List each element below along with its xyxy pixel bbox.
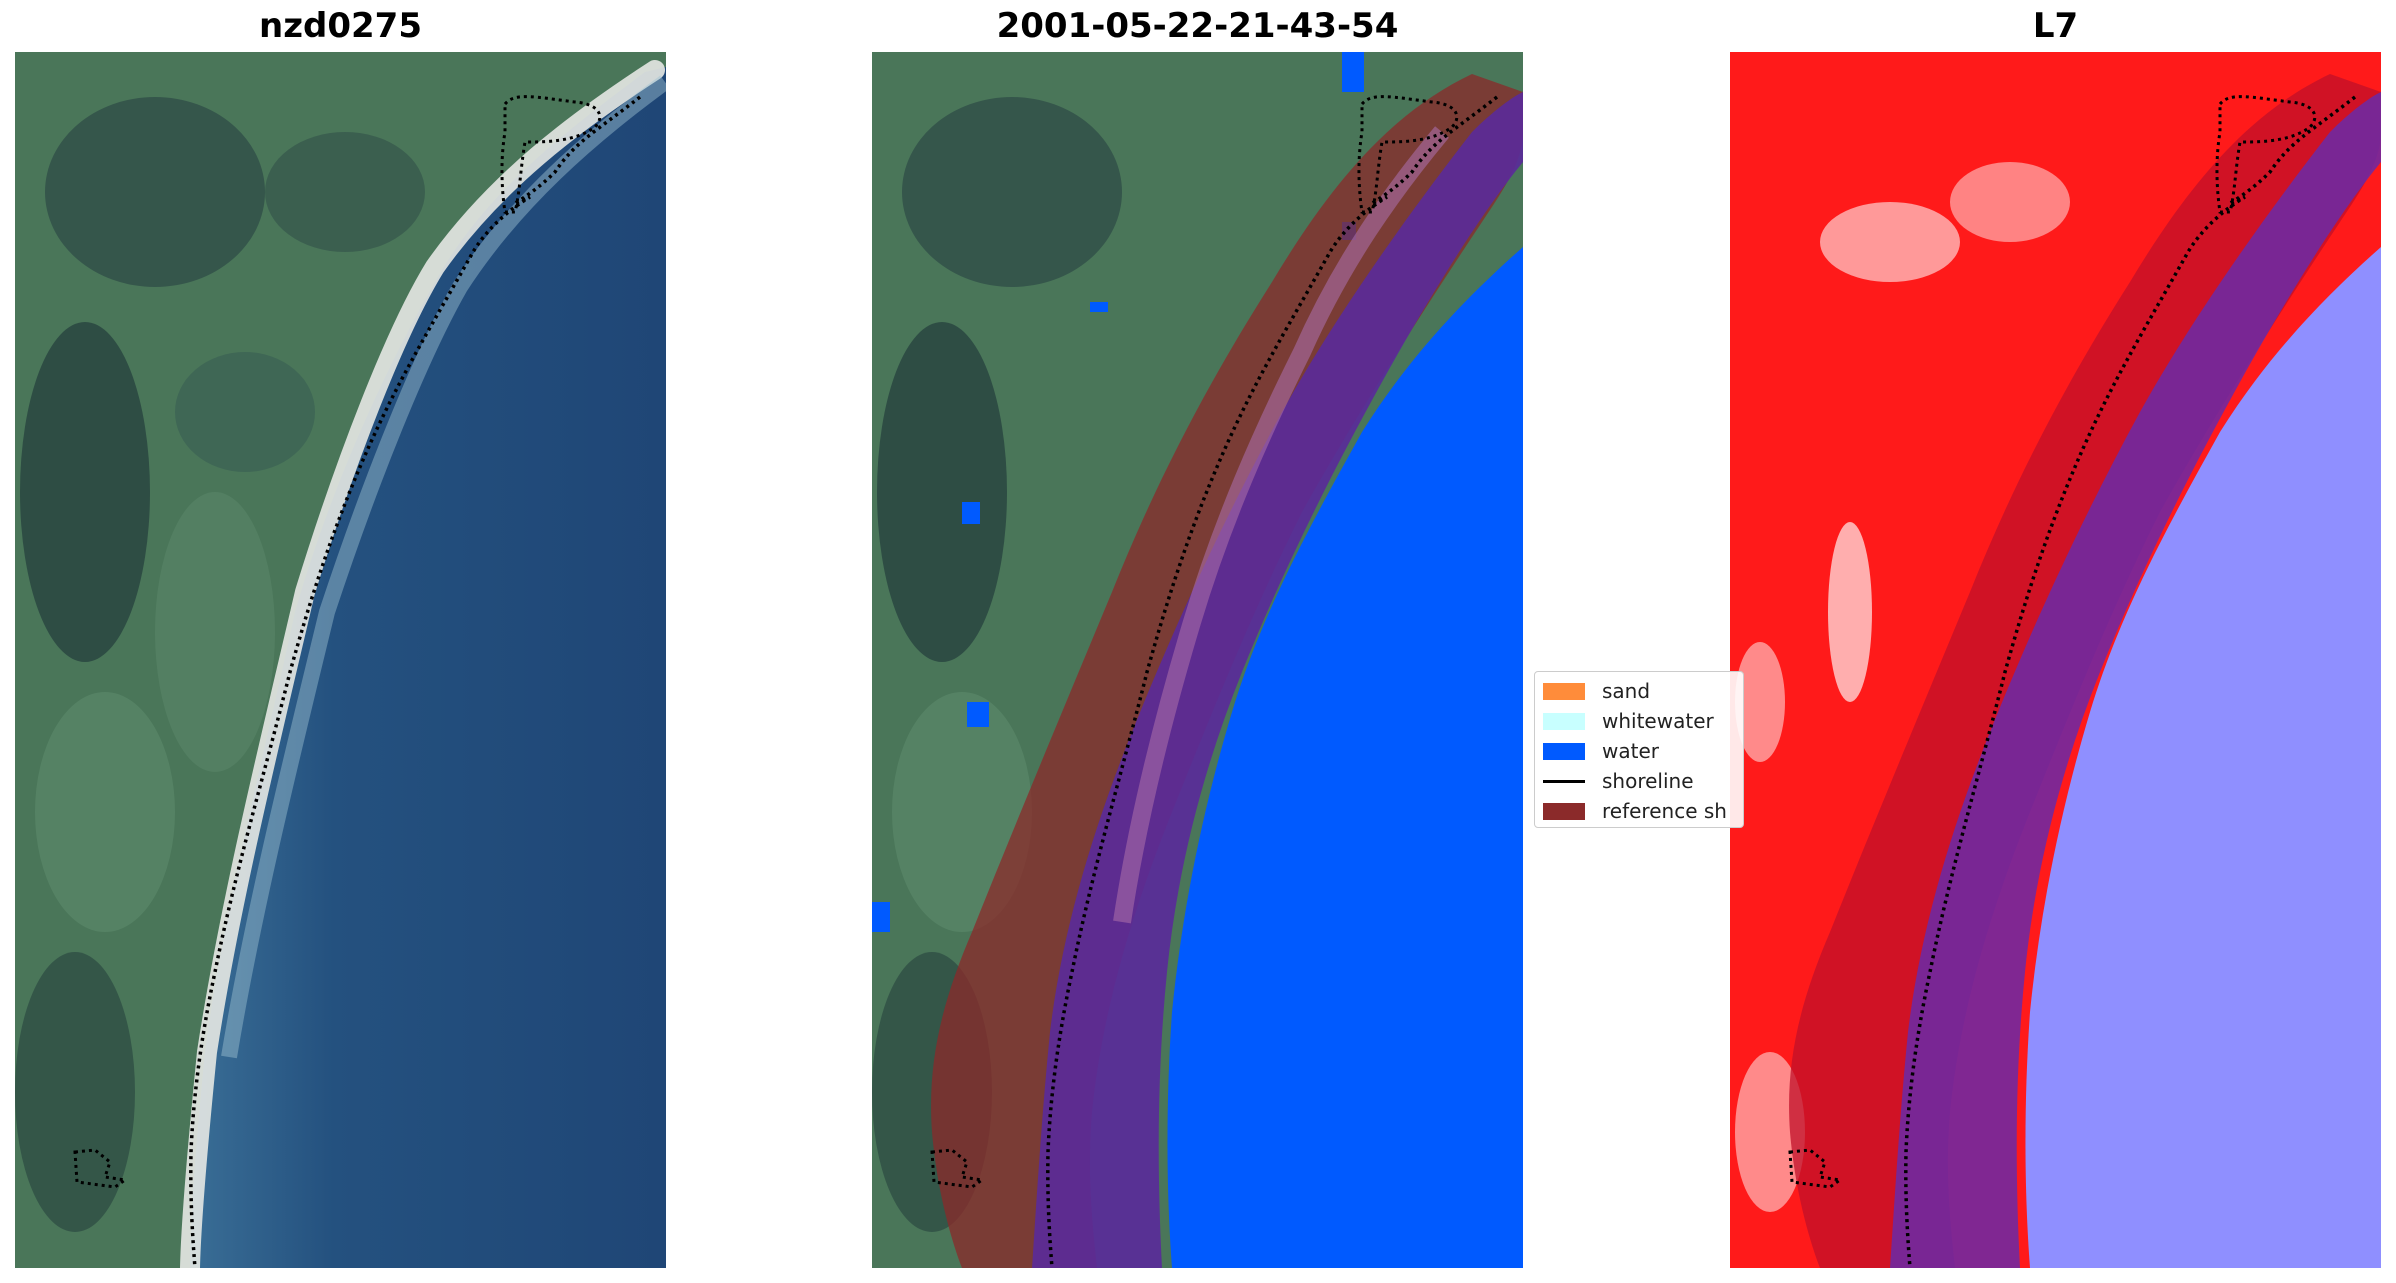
whitewater-swatch-icon [1543,712,1585,730]
shoreline-dotted [189,95,642,1268]
reference-buffer-water-overlap [1890,92,2381,1268]
legend-label: sand [1602,679,1651,703]
water-index-region [2025,247,2381,1268]
sand-class-mixed [1113,126,1449,924]
shoreline-dotted [930,1148,986,1189]
reference-buffer-water-overlap [1032,92,1523,1268]
beach-strip [180,60,665,1268]
legend-label: water [1602,739,1659,763]
legend: sand whitewater water shoreline referenc… [1534,671,1744,828]
ocean-area [190,67,666,1268]
legend-item-sand: sand [1543,679,1650,703]
index-highlight [1735,1052,1805,1212]
shoreline-dotted [1788,1148,1844,1189]
water-class-region [962,502,980,524]
legend-item-water: water [1543,739,1659,763]
legend-item-shoreline: shoreline [1543,769,1694,793]
shoreline-dotted [1046,95,1499,1268]
water-class-region [872,902,890,932]
panel-title-satellite: L7 [2032,6,2079,46]
classification-panel [872,52,1523,1268]
light-vegetation [35,692,175,932]
dark-vegetation [902,97,1122,287]
shoreline-dotted [1904,95,2357,1268]
index-map-image [1730,52,2381,1268]
water-swatch-icon [1543,742,1585,760]
shoreline-dotted [2215,95,2317,214]
index-highlight [1828,522,1872,702]
dark-vegetation [265,132,425,252]
rgb-image [15,52,666,1268]
dark-vegetation [20,322,150,662]
water-class-region [1090,302,1108,312]
rgb-image-panel [15,52,666,1268]
index-highlight [1950,162,2070,242]
dark-vegetation [45,97,265,287]
shoreline-dotted [500,95,602,214]
water-class-region [967,702,989,727]
water-class-region [1342,52,1364,92]
shoreline-line-icon [1543,779,1585,783]
legend-label: whitewater [1602,709,1714,733]
legend-item-whitewater: whitewater [1543,709,1714,733]
shoreline-dotted [1357,95,1459,214]
reference-swatch-icon [1543,802,1585,820]
water-class-region [1167,247,1523,1268]
dark-vegetation [175,352,315,472]
legend-item-reference: reference sh [1543,799,1727,823]
sand-swatch-icon [1543,682,1585,700]
legend-label: shoreline [1602,769,1694,793]
index-map-panel [1730,52,2381,1268]
shoreline-dotted [73,1148,129,1189]
legend-label: reference sh [1602,799,1727,823]
classification-image [872,52,1523,1268]
panel-title-site: nzd0275 [259,6,422,46]
panel-title-date: 2001-05-22-21-43-54 [996,6,1399,46]
index-highlight [1735,642,1785,762]
dark-vegetation [15,952,135,1232]
index-highlight [1820,202,1960,282]
dark-vegetation [877,322,1007,662]
light-vegetation [155,492,275,772]
